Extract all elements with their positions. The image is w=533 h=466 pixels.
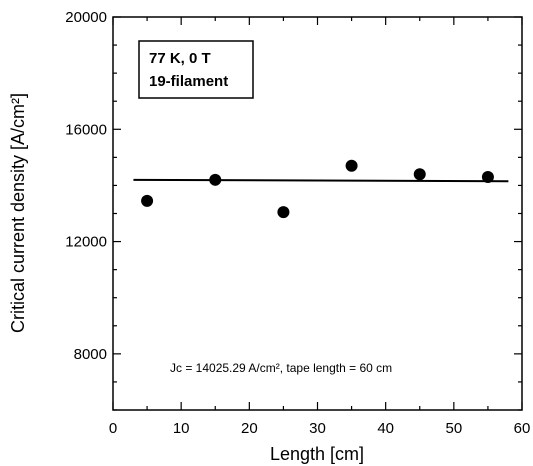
y-axis-ticks <box>113 16 522 411</box>
y-axis-tick-labels: 8000 12000 16000 20000 <box>65 9 107 363</box>
fit-line <box>133 178 509 183</box>
condition-box-border <box>138 40 254 99</box>
y-tick-label: 16000 <box>65 121 107 138</box>
y-tick-label: 20000 <box>65 9 107 26</box>
x-axis-title: Length [cm] <box>270 444 364 464</box>
condition-box-line1: 77 K, 0 T <box>149 50 211 67</box>
x-tick-label: 60 <box>514 420 531 437</box>
data-point <box>413 168 426 181</box>
x-tick-label: 20 <box>241 420 258 437</box>
x-axis-ticks <box>112 17 523 410</box>
y-axis-title: Critical current density [A/cm²] <box>8 93 28 333</box>
x-tick-label: 0 <box>109 420 117 437</box>
data-point <box>209 173 222 186</box>
data-point <box>141 194 154 207</box>
x-tick-label: 50 <box>445 420 462 437</box>
data-point <box>277 206 290 219</box>
y-tick-label: 12000 <box>65 234 107 251</box>
condition-box-line2: 19-filament <box>149 73 228 90</box>
data-points <box>141 159 494 219</box>
data-point <box>481 171 494 184</box>
jc-annotation: Jc = 14025.29 A/cm², tape length = 60 cm <box>170 361 392 375</box>
condition-box: 77 K, 0 T 19-filament <box>138 40 254 99</box>
data-point <box>345 159 358 172</box>
x-tick-label: 40 <box>377 420 394 437</box>
x-axis-tick-labels: 0 10 20 30 40 50 60 <box>109 420 531 437</box>
y-tick-label: 8000 <box>74 346 107 363</box>
x-tick-label: 10 <box>173 420 190 437</box>
x-tick-label: 30 <box>309 420 326 437</box>
